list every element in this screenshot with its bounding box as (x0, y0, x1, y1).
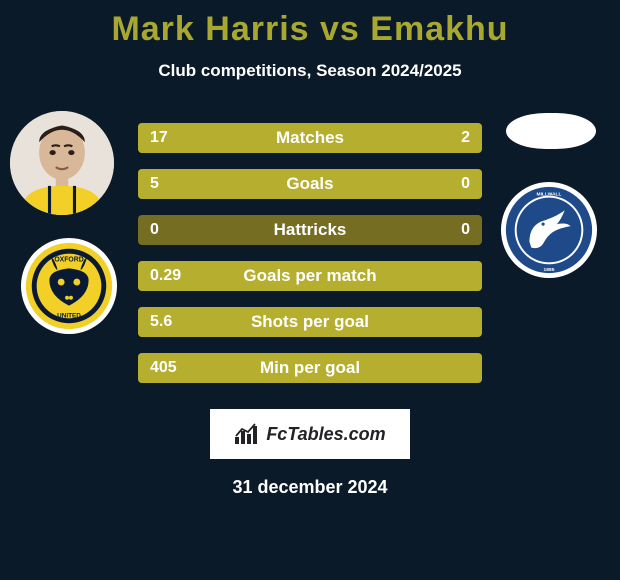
fctables-logo-icon (234, 423, 260, 445)
subtitle: Club competitions, Season 2024/2025 (0, 61, 620, 81)
right-player-column: MILLWALL 1885 (492, 111, 612, 279)
svg-text:1885: 1885 (544, 267, 555, 273)
comparison-panel: OXFORD UNITED MILLWALL 1885 172Matches 50… (0, 111, 620, 401)
stat-label: Goals (138, 169, 482, 199)
player-right-photo-placeholder (506, 113, 596, 149)
attribution-text: FcTables.com (266, 424, 385, 445)
stat-label: Matches (138, 123, 482, 153)
page-title: Mark Harris vs Emakhu (0, 0, 620, 49)
stat-bar: 5.6Shots per goal (138, 307, 482, 337)
player-left-photo (10, 111, 114, 215)
svg-text:OXFORD: OXFORD (54, 257, 83, 264)
footer-date: 31 december 2024 (0, 477, 620, 498)
club-right-badge: MILLWALL 1885 (500, 181, 598, 279)
svg-text:UNITED: UNITED (57, 312, 81, 319)
stat-bar: 0.29Goals per match (138, 261, 482, 291)
stat-label: Hattricks (138, 215, 482, 245)
left-player-column: OXFORD UNITED (8, 111, 128, 335)
stat-label: Goals per match (138, 261, 482, 291)
stat-label: Shots per goal (138, 307, 482, 337)
club-left-badge: OXFORD UNITED (20, 237, 118, 335)
stat-bars: 172Matches 50Goals 00Hattricks 0.29Goals pe… (138, 123, 482, 399)
stat-label: Min per goal (138, 353, 482, 383)
attribution-badge: FcTables.com (210, 409, 410, 459)
stat-bar: 172Matches (138, 123, 482, 153)
stat-bar: 00Hattricks (138, 215, 482, 245)
svg-text:MILLWALL: MILLWALL (537, 192, 562, 198)
stat-bar: 50Goals (138, 169, 482, 199)
stat-bar: 405Min per goal (138, 353, 482, 383)
